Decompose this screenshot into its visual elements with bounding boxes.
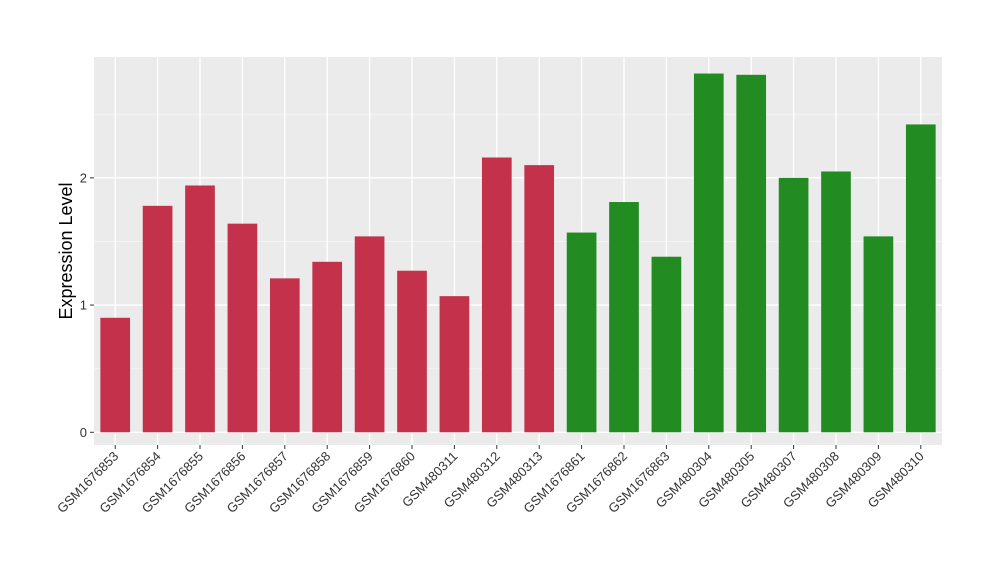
bar (863, 236, 894, 433)
bar (821, 171, 851, 433)
bar (524, 165, 555, 433)
y-tick-label: 2 (80, 170, 87, 185)
bar (354, 236, 385, 433)
bar (269, 278, 300, 433)
bar (736, 74, 767, 433)
y-tick-label: 1 (80, 298, 87, 313)
x-axis: GSM1676853GSM1676854GSM1676855GSM1676856… (54, 445, 927, 516)
bar (693, 73, 724, 433)
bar (905, 124, 936, 433)
y-axis-title: Expression Level (56, 182, 76, 319)
y-tick-label: 0 (80, 425, 87, 440)
bar (227, 223, 258, 433)
bar (566, 232, 597, 433)
bar (439, 296, 470, 433)
bars (100, 73, 936, 433)
y-axis: 0 1 2 (80, 170, 94, 440)
bar (142, 205, 173, 433)
bar (100, 317, 131, 433)
bar (397, 270, 427, 433)
bar (185, 185, 215, 433)
plot-panel (94, 57, 942, 445)
bar (651, 256, 682, 433)
bar (609, 202, 639, 433)
bar (312, 261, 343, 433)
bar (778, 177, 809, 433)
bar (481, 157, 512, 433)
